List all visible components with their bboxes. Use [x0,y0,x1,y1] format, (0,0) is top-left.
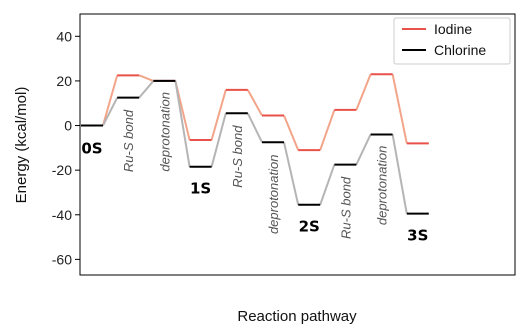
state-label: 3S [407,226,428,244]
step-label: deprotonation [266,155,281,235]
chlorine-connector-2 [174,80,191,167]
plot-frame [79,13,516,276]
y-tick-label: -20 [52,162,72,178]
chlorine-connector-0 [102,97,119,126]
y-tick-label: 20 [56,73,72,89]
x-axis-label: Reaction pathway [237,308,357,325]
iodine-connector-4 [246,89,263,116]
chlorine-connector-7 [355,134,372,166]
legend: Iodine Chlorine [393,17,511,65]
state-label: 0S [81,139,102,157]
iodine-connector-8 [391,74,408,144]
connector-lines [102,73,408,214]
chlorine-connector-6 [319,164,336,206]
step-label: deprotonation [157,92,172,172]
step-label: deprotonation [375,146,390,226]
energy-level-bars [81,73,429,215]
y-tick-label: -40 [52,207,72,223]
chlorine-connector-1 [138,80,155,99]
iodine-connector-0 [102,75,119,126]
state-label: 1S [190,180,211,198]
chlorine-connector-4 [246,112,263,143]
chart-annotations: 0S Ru-S bond deprotonation 1S Ru-S bond depro… [81,92,428,244]
y-tick-label: -60 [52,251,72,267]
step-label: Ru-S bond [338,176,353,239]
y-axis-label: Energy (kcal/mol) [13,87,30,204]
iodine-connector-6 [319,109,336,151]
chlorine-connector-3 [210,113,227,168]
iodine-connector-7 [355,73,372,111]
y-axis-ticks: 40 20 0 -20 -40 -60 [52,28,80,267]
y-tick-label: 0 [64,118,72,134]
iodine-connector-5 [283,115,300,151]
iodine-connector-1 [138,74,154,82]
chlorine-connector-8 [391,134,408,214]
chlorine-connector-5 [283,142,300,205]
step-label: Ru-S bond [121,109,136,172]
state-label: 2S [299,217,320,235]
legend-iodine-label: Iodine [434,21,472,37]
iodine-connector-3 [210,89,227,141]
legend-chlorine-label: Chlorine [434,42,486,58]
step-label: Ru-S bond [230,125,245,188]
y-tick-label: 40 [56,28,72,44]
